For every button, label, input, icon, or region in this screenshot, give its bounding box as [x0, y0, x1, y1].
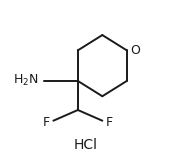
Text: HCl: HCl: [74, 138, 97, 152]
Text: O: O: [131, 44, 141, 57]
Text: F: F: [43, 116, 50, 129]
Text: F: F: [105, 116, 113, 129]
Text: H$_2$N: H$_2$N: [12, 73, 38, 89]
